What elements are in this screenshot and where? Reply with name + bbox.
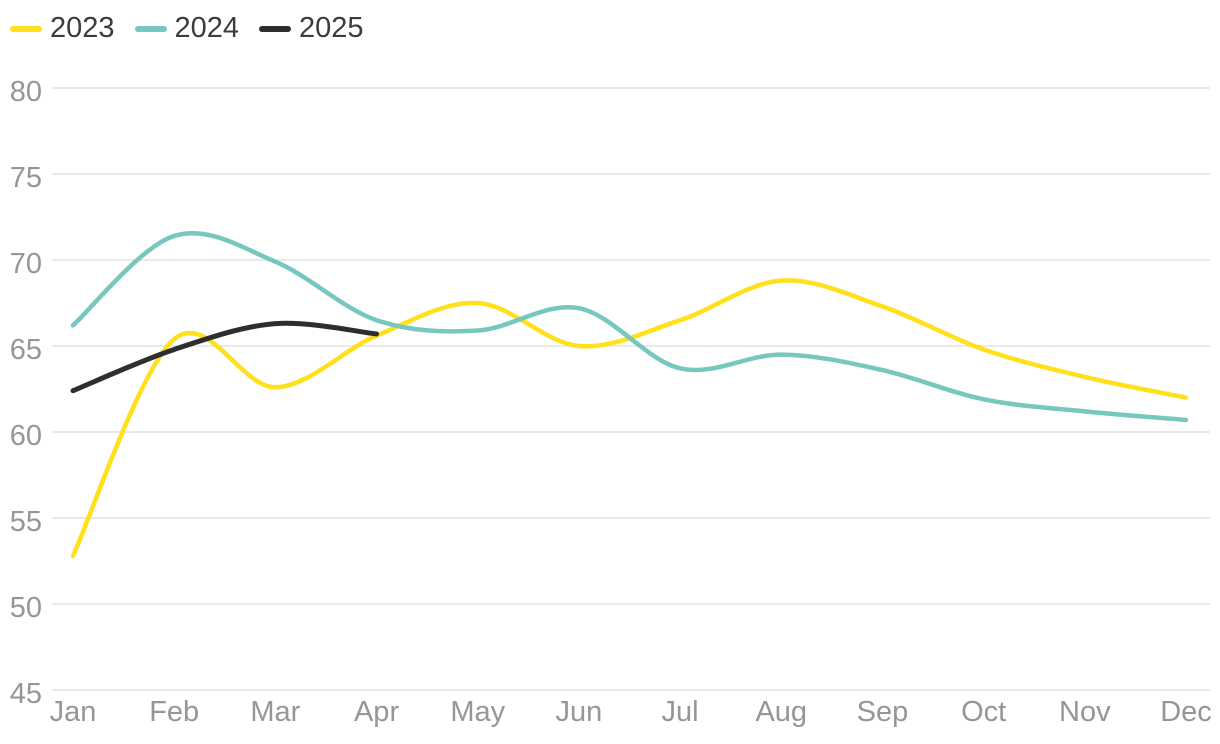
x-tick-label-Dec: Dec [1160,696,1212,728]
legend-label-2023: 2023 [50,12,115,44]
series-line-2025 [70,320,380,394]
chart-legend: 2023 2024 2025 [10,14,364,43]
y-axis-labels: 45 50 55 60 65 70 75 80 [10,76,42,710]
x-tick-label-Oct: Oct [961,696,1006,728]
x-tick-label-May: May [450,696,505,728]
x-tick-label-Jun: Jun [556,696,603,728]
series-line-2024 [70,230,1189,423]
legend-swatch-2025 [259,25,292,32]
y-tick-label-75: 75 [10,162,42,194]
legend-swatch-2023 [10,25,42,32]
series-lines [70,230,1189,559]
y-tick-label-65: 65 [10,334,42,366]
x-tick-label-Jan: Jan [50,696,97,728]
x-tick-label-Aug: Aug [755,696,807,728]
legend-item-2024[interactable]: 2024 [134,12,240,44]
gridlines [52,87,1210,691]
y-tick-label-80: 80 [10,76,42,108]
x-axis-labels: Jan Feb Mar Apr May Jun Jul Aug Sep Oct Nov Dec [50,696,1212,728]
legend-label-2024: 2024 [174,12,240,44]
legend-swatch-2024 [134,25,167,32]
x-tick-label-Apr: Apr [354,696,399,728]
x-tick-label-Sep: Sep [857,696,909,728]
x-tick-label-Nov: Nov [1059,696,1111,728]
legend-item-2023[interactable]: 2023 [10,14,115,43]
y-tick-label-50: 50 [10,592,42,624]
y-tick-label-55: 55 [10,506,42,538]
legend-label-2025: 2025 [299,12,364,44]
y-tick-label-70: 70 [10,248,42,280]
y-tick-label-45: 45 [10,678,42,710]
x-tick-label-Jul: Jul [662,696,699,728]
series-line-2023 [70,278,1189,559]
x-tick-label-Feb: Feb [149,696,199,728]
x-tick-label-Mar: Mar [250,696,300,728]
legend-item-2025[interactable]: 2025 [259,14,364,43]
y-tick-label-60: 60 [10,420,42,452]
